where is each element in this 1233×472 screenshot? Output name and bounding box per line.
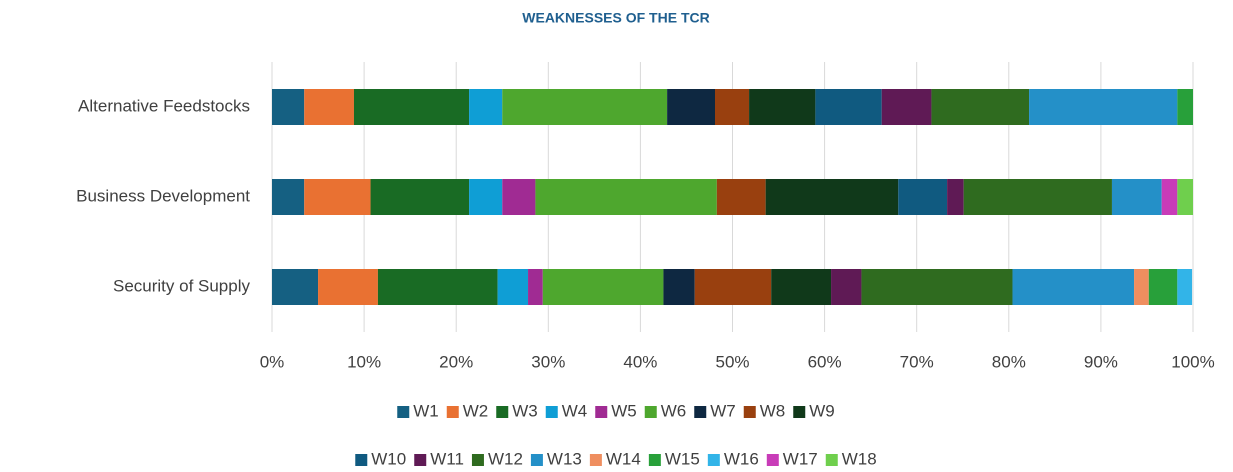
- legend-swatch: [743, 406, 756, 418]
- legend-swatch: [707, 454, 720, 466]
- x-tick-label: 50%: [715, 352, 749, 371]
- legend-swatch: [644, 406, 657, 418]
- legend-label: W15: [665, 449, 700, 468]
- x-tick-label: 0%: [260, 352, 285, 371]
- bar-segment: [1177, 89, 1193, 125]
- bar-segment: [771, 269, 832, 305]
- legend-label: W17: [783, 449, 818, 468]
- bar-segment: [1134, 269, 1149, 305]
- bar-segment: [502, 89, 668, 125]
- legend-label: W16: [724, 449, 759, 468]
- legend-label: W8: [760, 401, 786, 420]
- bar-segment: [898, 179, 948, 215]
- legend-swatch: [397, 406, 410, 418]
- bar-segment: [272, 179, 305, 215]
- bar-segment: [667, 89, 716, 125]
- bar-segment: [272, 269, 319, 305]
- bar-segment: [497, 269, 529, 305]
- bar-segment: [318, 269, 378, 305]
- y-tick-label: Alternative Feedstocks: [78, 96, 250, 115]
- legend-label: W11: [430, 449, 464, 468]
- legend-swatch: [414, 454, 427, 466]
- legend-swatch: [648, 454, 661, 466]
- bar-segment: [272, 89, 305, 125]
- bar-segment: [1161, 179, 1178, 215]
- bar-segment: [694, 269, 772, 305]
- bar-segment: [831, 269, 862, 305]
- x-tick-label: 60%: [808, 352, 842, 371]
- bar-segment: [370, 179, 470, 215]
- bar-segment: [528, 269, 543, 305]
- legend-swatch: [825, 454, 838, 466]
- bar-segment: [815, 89, 882, 125]
- legend-label: W5: [611, 401, 637, 420]
- x-tick-label: 20%: [439, 352, 473, 371]
- bar-segment: [881, 89, 932, 125]
- legend-label: W1: [413, 401, 439, 420]
- bar-segment: [1148, 269, 1178, 305]
- x-tick-label: 100%: [1171, 352, 1214, 371]
- y-tick-label: Business Development: [76, 186, 250, 205]
- bar-segment: [1177, 269, 1193, 305]
- chart-title: WEAKNESSES OF THE TCR: [522, 10, 709, 26]
- bar-segment: [663, 269, 695, 305]
- bar-segment: [1012, 269, 1135, 305]
- x-tick-label: 90%: [1084, 352, 1118, 371]
- x-tick-label: 30%: [531, 352, 565, 371]
- legend-label: W3: [512, 401, 538, 420]
- bar-segment: [947, 179, 964, 215]
- legend-swatch: [793, 406, 806, 418]
- x-tick-label: 40%: [623, 352, 657, 371]
- legend-swatch: [694, 406, 707, 418]
- legend-swatch: [355, 454, 368, 466]
- legend-swatch: [530, 454, 543, 466]
- bar-segment: [765, 179, 899, 215]
- bar-segment: [716, 179, 766, 215]
- legend-swatch: [446, 406, 459, 418]
- bar-segment: [469, 89, 503, 125]
- legend-label: W7: [710, 401, 736, 420]
- legend-label: W6: [661, 401, 687, 420]
- legend-swatch: [589, 454, 602, 466]
- legend-swatch: [496, 406, 509, 418]
- legend-swatch: [471, 454, 484, 466]
- legend-label: W12: [488, 449, 523, 468]
- bar-segment: [469, 179, 503, 215]
- bar-segment: [1177, 179, 1193, 215]
- bar-segment: [1111, 179, 1162, 215]
- bar-segment: [715, 89, 750, 125]
- legend-swatch: [766, 454, 779, 466]
- bar-segment: [502, 179, 536, 215]
- bar-segment: [861, 269, 1013, 305]
- legend-label: W4: [562, 401, 588, 420]
- bar-segment: [353, 89, 470, 125]
- legend-label: W2: [463, 401, 489, 420]
- bar-segment: [749, 89, 816, 125]
- bar-segment: [931, 89, 1030, 125]
- bar-segment: [963, 179, 1112, 215]
- x-tick-label: 10%: [347, 352, 381, 371]
- legend-label: W10: [371, 449, 406, 468]
- y-tick-label: Security of Supply: [113, 276, 251, 295]
- legend-label: W13: [547, 449, 582, 468]
- legend-label: W9: [809, 401, 835, 420]
- x-tick-label: 70%: [900, 352, 934, 371]
- legend-label: W18: [842, 449, 877, 468]
- legend-swatch: [595, 406, 608, 418]
- bar-segment: [542, 269, 664, 305]
- bar-segment: [377, 269, 498, 305]
- bar-segment: [304, 89, 354, 125]
- bar-segment: [1029, 89, 1178, 125]
- legend-label: W14: [606, 449, 641, 468]
- legend-swatch: [545, 406, 558, 418]
- x-tick-label: 80%: [992, 352, 1026, 371]
- bar-segment: [304, 179, 371, 215]
- bar-segment: [535, 179, 717, 215]
